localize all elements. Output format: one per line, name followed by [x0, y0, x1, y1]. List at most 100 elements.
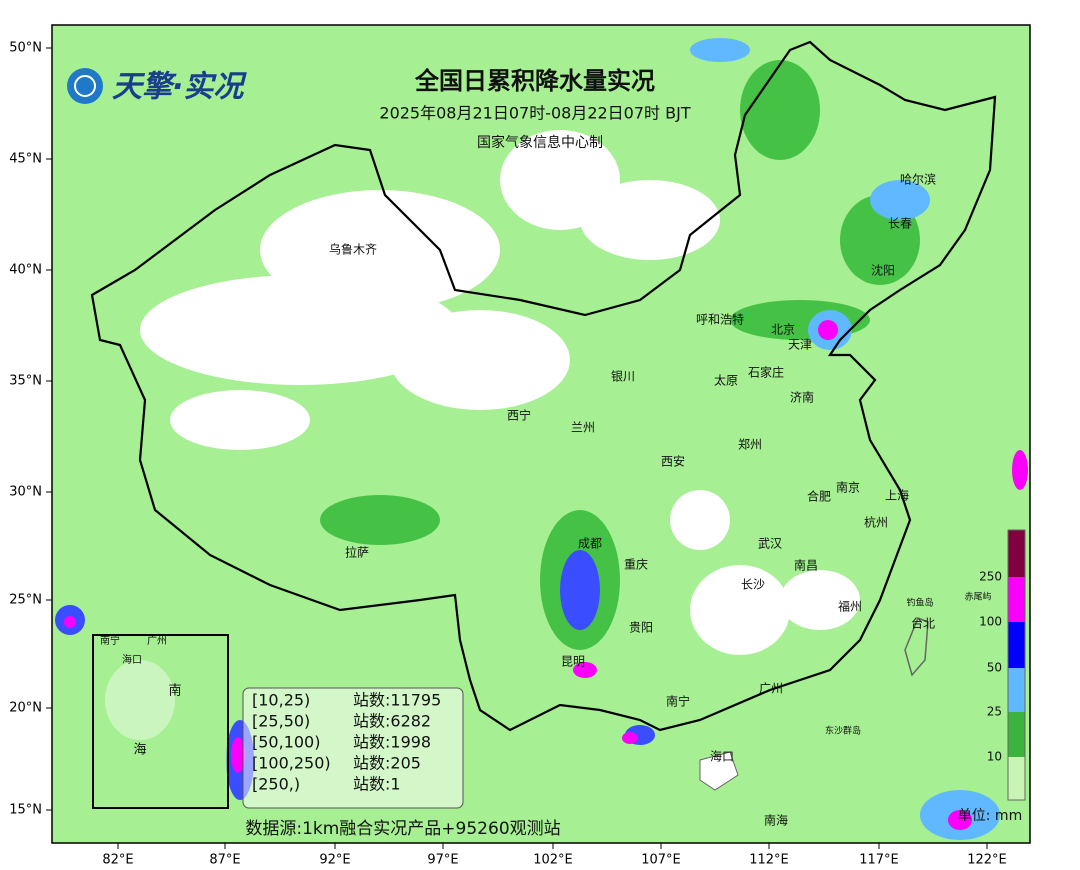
colorbar-label: 50 — [987, 661, 1002, 675]
island-label: 钓鱼岛 — [906, 597, 933, 609]
colorbar-label: 10 — [987, 750, 1002, 764]
city-label: 太原 — [714, 373, 738, 388]
city-label: 昆明 — [561, 655, 585, 669]
legend-count: 站数:1998 — [353, 733, 431, 752]
lon-tick-label: 97°E — [427, 853, 458, 868]
city-label: 杭州 — [864, 515, 888, 530]
city-label: 呼和浩特 — [696, 312, 744, 327]
rain-patch — [670, 490, 730, 550]
rain-patch — [622, 732, 638, 744]
rain-patch — [1012, 450, 1028, 490]
lat-tick-label: 30°N — [9, 485, 42, 500]
inset-box — [92, 634, 229, 809]
lon-tick-label: 102°E — [533, 853, 573, 868]
title: 全国日累积降水量实况 — [414, 67, 655, 95]
rain-patch — [690, 565, 790, 655]
city-label: 西安 — [661, 454, 685, 469]
lon-tick-label: 107°E — [641, 853, 681, 868]
logo-text: 天擎·实况 — [112, 70, 247, 105]
city-label: 南昌 — [794, 558, 818, 573]
lat-tick-label: 20°N — [9, 701, 42, 716]
rain-patch — [64, 616, 76, 628]
rain-patch — [390, 310, 570, 410]
colorbar-label: 25 — [987, 705, 1002, 719]
colorbar-frame — [1007, 529, 1026, 801]
logo: 天擎·实况 — [67, 68, 247, 105]
lat-tick-label: 50°N — [9, 41, 42, 56]
city-label: 广州 — [759, 682, 783, 696]
island-label: 赤尾屿 — [964, 592, 991, 603]
legend-count: 站数:1 — [353, 775, 401, 794]
legend-box — [242, 687, 464, 809]
rain-patch — [948, 810, 972, 830]
legend-range: [250,) — [252, 775, 300, 794]
city-label: 石家庄 — [748, 365, 784, 380]
city-label: 武汉 — [758, 537, 782, 551]
city-label: 南海 — [764, 813, 788, 828]
legend-count: 站数:6282 — [353, 712, 431, 731]
city-label: 哈尔滨 — [900, 172, 936, 187]
city-label: 银川 — [611, 370, 635, 384]
lon-tick-label: 87°E — [209, 853, 240, 868]
colorbar-segment — [1008, 668, 1025, 712]
city-label: 福州 — [838, 599, 862, 614]
data-source: 数据源:1km融合实况产品+95260观测站 — [245, 819, 560, 839]
lon-tick-label: 112°E — [749, 853, 789, 868]
inset-label: 广州 — [147, 635, 167, 647]
city-label: 西宁 — [507, 408, 531, 423]
inset-label: 南宁 — [100, 634, 120, 647]
lat-tick-label: 15°N — [9, 803, 42, 818]
rain-patch — [140, 275, 460, 385]
city-label: 郑州 — [738, 437, 762, 452]
lon-tick-label: 82°E — [102, 853, 133, 868]
city-label: 济南 — [790, 390, 814, 405]
unit: 单位: mm — [958, 808, 1022, 824]
rain-patch — [690, 38, 750, 62]
subtitle: 2025年08月21日07时-08月22日07时 BJT — [379, 104, 690, 123]
city-label: 海口 — [710, 749, 734, 764]
colorbar-label: 100 — [979, 615, 1002, 629]
legend-count: 站数:205 — [353, 754, 421, 773]
lat-tick-label: 25°N — [9, 593, 42, 608]
logo-icon — [67, 68, 103, 104]
rain-patch — [320, 495, 440, 545]
city-label: 贵阳 — [629, 621, 653, 635]
city-label: 成都 — [578, 537, 602, 551]
legend-range: [25,50) — [252, 712, 310, 731]
colorbar-segment — [1008, 712, 1025, 757]
city-label: 天津 — [788, 338, 812, 352]
city-label: 长春 — [888, 217, 912, 231]
rain-patch — [170, 390, 310, 450]
city-label: 南京 — [836, 480, 860, 495]
frame — [51, 24, 1031, 844]
legend-range: [100,250) — [252, 754, 331, 773]
city-label: 重庆 — [624, 558, 648, 572]
logo-ring — [74, 75, 96, 97]
rain-patch — [580, 180, 720, 260]
colorbar-segment — [1008, 530, 1025, 577]
island-label: 东沙群岛 — [825, 725, 861, 737]
city-label: 拉萨 — [345, 545, 369, 560]
city-label: 北京 — [771, 323, 795, 337]
city-label: 兰州 — [571, 421, 595, 435]
lon-tick-label: 122°E — [967, 853, 1007, 868]
colorbar-segment — [1008, 622, 1025, 668]
colorbar-label: 250 — [979, 570, 1002, 584]
lon-tick-label: 117°E — [859, 853, 899, 868]
lat-tick-label: 35°N — [9, 374, 42, 389]
taiwan — [904, 617, 929, 677]
rain-patch — [740, 60, 820, 160]
city-label: 南宁 — [666, 694, 690, 709]
inset-label: 南 — [168, 683, 181, 699]
rain-patch — [500, 130, 620, 230]
rain-patch — [780, 570, 860, 630]
city-label: 台北 — [911, 616, 935, 631]
rain-patch — [573, 662, 597, 678]
rain-patch — [818, 320, 838, 340]
legend-count: 站数:11795 — [353, 691, 441, 710]
legend-range: [50,100) — [252, 733, 320, 752]
colorbar-segment — [1008, 577, 1025, 622]
rain-patch — [560, 550, 600, 630]
rain-patch — [870, 180, 930, 220]
